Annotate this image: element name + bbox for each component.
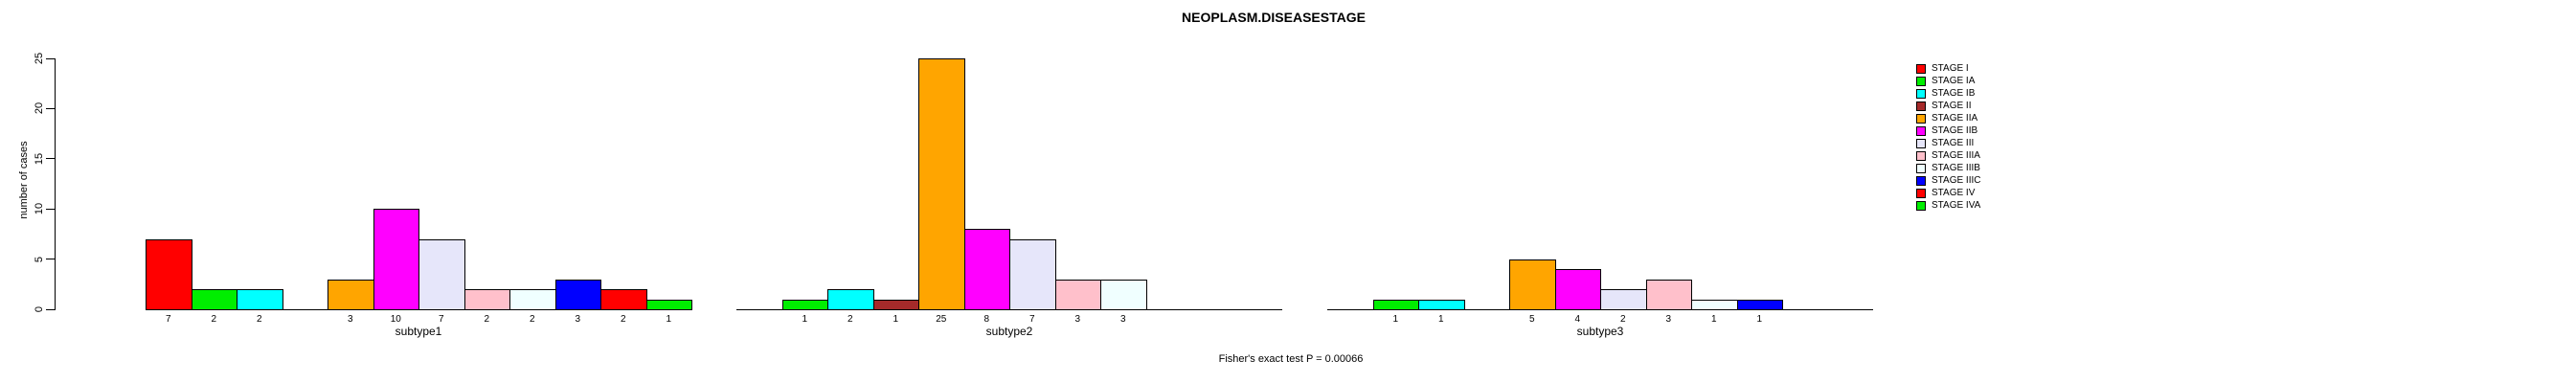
bar-value-label: 3: [347, 314, 353, 325]
legend-swatch: [1916, 88, 1926, 99]
bar-value-label: 1: [802, 314, 808, 325]
bar: [645, 299, 692, 310]
bar-value-label: 2: [847, 314, 853, 325]
bar-value-label: 7: [438, 314, 444, 325]
legend-label: STAGE II: [1932, 100, 1972, 111]
bar: [1054, 279, 1101, 310]
legend-label: STAGE IIIB: [1932, 162, 1980, 173]
legend-swatch: [1916, 175, 1926, 186]
bar: [1645, 279, 1692, 310]
y-tick-label: 10: [34, 203, 45, 215]
bar-value-label: 2: [211, 314, 217, 325]
bar-value-label: 3: [1665, 314, 1672, 325]
y-tick: [46, 158, 55, 160]
legend-label: STAGE IV: [1932, 188, 1976, 198]
bar: [1100, 279, 1147, 310]
bar: [1009, 238, 1056, 310]
y-tick-label: 0: [34, 305, 45, 313]
x-group-label: subtype1: [395, 325, 442, 338]
bar: [191, 289, 237, 310]
bar-value-label: 7: [1028, 314, 1035, 325]
y-tick: [46, 107, 55, 109]
y-tick-label: 5: [34, 256, 45, 262]
legend-swatch: [1916, 101, 1926, 111]
x-group-label: subtype3: [1576, 325, 1624, 338]
legend-swatch: [1916, 63, 1926, 74]
y-tick: [46, 308, 55, 310]
bar: [918, 58, 965, 310]
bar-value-label: 4: [1574, 314, 1581, 325]
bar: [1372, 299, 1419, 310]
legend-label: STAGE III: [1932, 137, 1975, 148]
bar: [328, 279, 374, 310]
legend-swatch: [1916, 163, 1926, 173]
bar-value-label: 1: [1437, 314, 1444, 325]
bar: [827, 289, 874, 310]
legend-label: STAGE IIIC: [1932, 174, 1981, 186]
bar-value-label: 1: [666, 314, 672, 325]
legend-label: STAGE IIA: [1932, 112, 1978, 124]
y-tick: [46, 208, 55, 210]
x-group-label: subtype2: [985, 325, 1033, 338]
bar: [509, 289, 556, 310]
legend-swatch: [1916, 138, 1926, 148]
bar-value-label: 10: [390, 314, 401, 325]
bar: [1736, 299, 1783, 310]
bar: [146, 238, 192, 310]
bar-value-label: 3: [575, 314, 581, 325]
bar-value-label: 1: [1392, 314, 1399, 325]
legend-label: STAGE IA: [1932, 75, 1976, 86]
legend-label: STAGE IIB: [1932, 124, 1978, 136]
bar: [1691, 299, 1738, 310]
legend-label: STAGE IVA: [1932, 200, 1981, 212]
y-tick-label: 20: [34, 102, 45, 115]
bar-value-label: 1: [1756, 314, 1763, 325]
bar-value-label: 2: [1619, 314, 1626, 325]
bar: [1554, 269, 1601, 310]
legend-swatch: [1916, 201, 1926, 212]
bar: [872, 299, 919, 310]
bar-value-label: 2: [529, 314, 535, 325]
bar: [237, 289, 283, 310]
legend-swatch: [1916, 76, 1926, 86]
bar-value-label: 2: [620, 314, 626, 325]
bar: [1418, 299, 1465, 310]
legend-label: STAGE IB: [1932, 87, 1976, 99]
bar: [1509, 259, 1556, 310]
bar-value-label: 7: [165, 314, 171, 325]
bar-value-label: 25: [936, 314, 947, 325]
bar: [373, 209, 419, 310]
y-axis-line: [55, 58, 56, 310]
y-tick-label: 25: [34, 52, 45, 65]
bar: [963, 229, 1010, 310]
bar: [781, 299, 828, 310]
bar-value-label: 5: [1528, 314, 1535, 325]
legend-swatch: [1916, 189, 1926, 198]
bar: [554, 279, 601, 310]
bar-value-label: 2: [256, 314, 262, 325]
bar: [1600, 289, 1647, 310]
legend-label: STAGE I: [1932, 62, 1969, 74]
bar: [418, 238, 465, 310]
bar-value-label: 3: [1119, 314, 1126, 325]
legend-swatch: [1916, 125, 1926, 136]
footer-caption: Fisher's exact test P = 0.00066: [1218, 353, 1364, 365]
bar: [463, 289, 510, 310]
bar-value-label: 2: [484, 314, 490, 325]
bar: [600, 289, 647, 310]
legend-swatch: [1916, 150, 1926, 161]
legend-label: STAGE IIIA: [1932, 149, 1980, 161]
y-tick: [46, 57, 55, 59]
bar-value-label: 3: [1074, 314, 1081, 325]
bar-value-label: 1: [1710, 314, 1717, 325]
y-tick-label: 15: [34, 152, 45, 165]
chart-title: NEOPLASM.DISEASESTAGE: [1182, 10, 1366, 25]
bar-value-label: 1: [893, 314, 899, 325]
y-axis-title: number of cases: [18, 141, 30, 219]
legend-swatch: [1916, 113, 1926, 124]
bar-value-label: 8: [983, 314, 990, 325]
